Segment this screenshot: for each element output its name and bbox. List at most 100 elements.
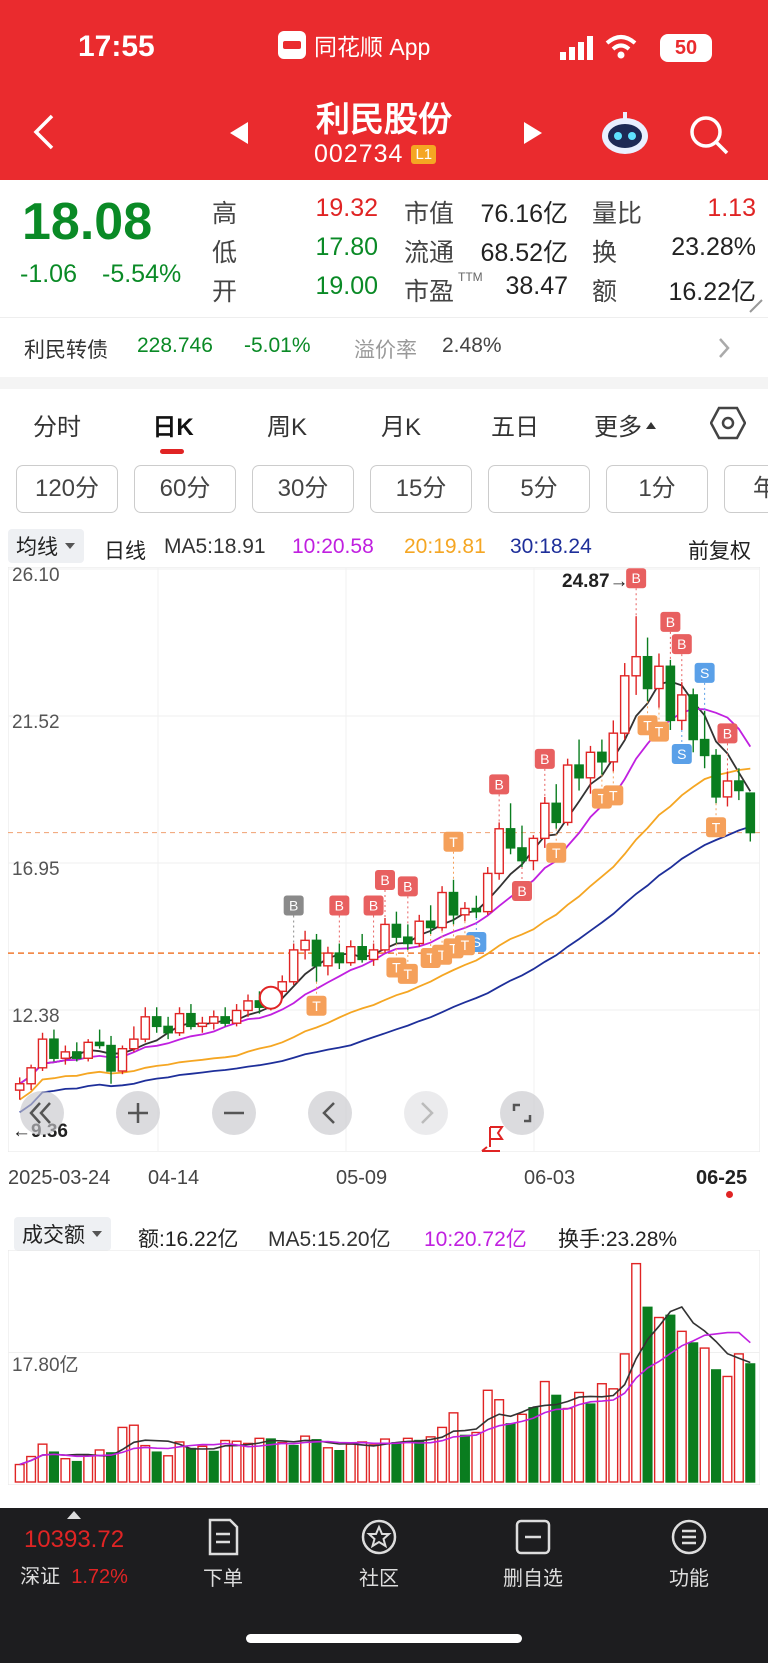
candle-body <box>197 1022 208 1028</box>
pe-ttm-sup: TTM <box>458 270 483 284</box>
settings-hex-icon[interactable] <box>710 405 746 441</box>
candle-body <box>174 1012 185 1034</box>
volume-selector[interactable]: 成交额 <box>14 1217 111 1251</box>
amount-value: 16.22亿 <box>668 278 756 306</box>
volume-ma5-line <box>19 1306 751 1466</box>
btn-1min[interactable]: 1分 <box>606 465 708 513</box>
date-label-2: 05-09 <box>336 1167 388 1189</box>
nav-order[interactable]: 下单 <box>168 1518 278 1591</box>
signal-badge <box>546 842 567 863</box>
btn-15min[interactable]: 15分 <box>370 465 472 513</box>
level-badge: L1 <box>411 145 437 164</box>
prev-stock-icon[interactable] <box>226 120 250 151</box>
volume-bar <box>128 1424 139 1483</box>
nav-functions[interactable]: 功能 <box>634 1518 744 1591</box>
tab-monthly-k[interactable]: 月K <box>380 414 421 441</box>
stock-name: 利民股份 <box>316 101 452 139</box>
signal-letter: T <box>404 966 413 982</box>
menu-circle-icon <box>671 1519 707 1555</box>
ma-selector[interactable]: 均线 <box>8 529 84 563</box>
robot-assistant-icon[interactable] <box>600 112 650 161</box>
signal-letter: B <box>403 878 412 894</box>
open-label: 开 <box>212 278 238 306</box>
volume-bar <box>574 1391 585 1483</box>
btn-120min[interactable]: 120分 <box>16 465 118 513</box>
tab-weekly-k[interactable]: 周K <box>266 414 307 441</box>
triangle-up-icon <box>67 1511 81 1519</box>
volume-bar <box>94 1449 105 1483</box>
signal-letter: T <box>426 950 435 966</box>
signal-letter: T <box>552 845 561 861</box>
market-index[interactable]: 10393.72 深证 1.72% <box>10 1510 138 1589</box>
candle-body <box>562 764 573 824</box>
volume-bar <box>516 1413 528 1483</box>
price-adjust-mode[interactable]: 前复权 <box>688 540 751 563</box>
candle-body <box>106 1044 116 1072</box>
nav-delete-watchlist[interactable]: 删自选 <box>478 1518 588 1591</box>
search-icon[interactable] <box>688 114 730 161</box>
tab-five-day[interactable]: 五日 <box>491 414 539 441</box>
wifi-icon <box>605 34 637 65</box>
minute-period-row: 120分 60分 30分 15分 5分 1分 年 <box>0 461 768 523</box>
signal-letter: T <box>461 937 470 953</box>
volume-axis-label: 17.80亿 <box>12 1355 79 1376</box>
convertible-bond-row[interactable]: 利民转债 228.746 -5.01% 溢价率 2.48% <box>0 317 768 377</box>
candle-body <box>391 923 402 938</box>
open-value: 19.00 <box>315 272 378 300</box>
signal-letter: T <box>312 998 321 1014</box>
btn-year[interactable]: 年 <box>724 465 768 513</box>
volume-bar <box>311 1439 322 1483</box>
home-indicator <box>246 1634 522 1643</box>
zoom-out-button[interactable] <box>212 1091 256 1135</box>
signal-marker: B <box>717 723 738 772</box>
remove-square-icon <box>515 1519 551 1555</box>
signal-icon <box>560 36 596 65</box>
volume-bar <box>345 1443 356 1483</box>
next-stock-icon[interactable] <box>522 120 546 151</box>
caret-down-icon <box>65 543 75 549</box>
candle-body <box>505 828 516 849</box>
signal-letter: S <box>700 665 709 681</box>
volume-bar <box>585 1403 596 1483</box>
volume-bar <box>608 1388 619 1483</box>
volume-bar <box>425 1436 436 1483</box>
tab-more[interactable]: 更多 <box>594 407 657 442</box>
status-time: 17:55 <box>78 30 155 63</box>
signal-badge <box>397 963 418 984</box>
volume-chart[interactable]: 17.80亿 <box>7 1249 761 1486</box>
scroll-left-button[interactable] <box>308 1091 352 1135</box>
signal-letter: T <box>712 819 721 835</box>
tab-daily-k[interactable]: 日K <box>152 414 194 441</box>
volume-bar <box>562 1407 573 1483</box>
candle-body <box>208 1016 219 1024</box>
fullscreen-button[interactable] <box>500 1091 544 1135</box>
event-flag-icon[interactable] <box>478 1125 508 1155</box>
candle-body <box>117 1047 128 1072</box>
zoom-in-button[interactable] <box>116 1091 160 1135</box>
volume-bar <box>722 1375 733 1483</box>
candle-body <box>334 952 345 964</box>
signal-badge <box>534 748 555 769</box>
signal-marker: B <box>363 895 384 944</box>
signal-marker: T <box>648 707 669 742</box>
tab-intraday[interactable]: 分时 <box>33 414 81 441</box>
candle-body <box>129 1038 139 1050</box>
ma-indicator-bar: 均线 日线 MA5:18.91 10:20.58 20:19.81 30:18.… <box>0 527 768 567</box>
candle-body <box>94 1041 105 1047</box>
candle-body <box>425 920 436 929</box>
signal-letter: B <box>631 570 640 586</box>
scroll-right-button[interactable] <box>404 1091 448 1135</box>
nav-community[interactable]: 社区 <box>324 1518 434 1591</box>
btn-60min[interactable]: 60分 <box>134 465 236 513</box>
date-axis: 2025-03-24 04-14 05-09 06-03 06-25 <box>0 1165 768 1198</box>
chevron-right-icon <box>719 338 730 358</box>
btn-30min[interactable]: 30分 <box>252 465 354 513</box>
signal-marker: B <box>375 870 395 919</box>
volume-bar <box>300 1435 311 1483</box>
btn-5min[interactable]: 5分 <box>488 465 590 513</box>
signal-badge <box>489 774 510 795</box>
scroll-left-fast-button[interactable] <box>20 1091 64 1135</box>
back-icon[interactable] <box>30 112 58 157</box>
